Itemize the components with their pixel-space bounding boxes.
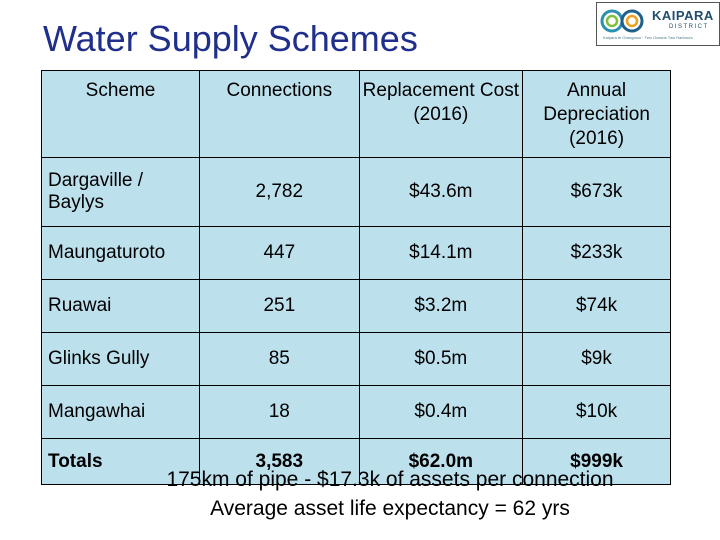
totals-depreciation: $999k (522, 438, 671, 485)
connections-cell: 85 (199, 332, 360, 386)
connections-cell: 18 (199, 385, 360, 439)
connections-cell: 2,782 (199, 157, 360, 227)
table-header-row: Scheme Connections Replacement Cost (201… (40, 70, 671, 158)
table-row: Dargaville / Baylys 2,782 $43.6m $673k (40, 157, 671, 227)
logo-brand: KAIPARA (652, 8, 714, 23)
header-connections: Connections (199, 70, 360, 158)
depreciation-cell: $74k (522, 279, 671, 333)
table-row: Maungaturoto 447 $14.1m $233k (40, 226, 671, 280)
kaipara-logo: KAIPARA DISTRICT Kaipara te Oranganui · … (596, 2, 720, 46)
logo-sub: DISTRICT (669, 24, 709, 30)
totals-row: Totals 3,583 $62.0m $999k (40, 438, 671, 485)
totals-label: Totals (40, 438, 201, 485)
scheme-name: Maungaturoto (40, 226, 201, 280)
replacement-cell: $0.4m (358, 385, 524, 439)
swirl-icon (600, 9, 644, 33)
table-row: Mangawhai 18 $0.4m $10k (40, 385, 671, 439)
header-annual-depreciation: Annual Depreciation (2016) (522, 70, 671, 158)
scheme-name: Ruawai (40, 279, 201, 333)
logo-tagline: Kaipara te Oranganui · Two Oceans Two Ha… (603, 35, 693, 40)
depreciation-cell: $10k (522, 385, 671, 439)
replacement-cell: $0.5m (358, 332, 524, 386)
connections-cell: 447 (199, 226, 360, 280)
scheme-name: Glinks Gully (40, 332, 201, 386)
replacement-cell: $43.6m (358, 157, 524, 227)
footer-line-pipe: 175km of pipe - $17.3k of assets per con… (166, 468, 614, 491)
scheme-name: Dargaville / Baylys (40, 157, 201, 227)
depreciation-cell: $233k (522, 226, 671, 280)
scheme-name: Mangawhai (40, 385, 201, 439)
page-title: Water Supply Schemes (43, 18, 418, 59)
table-row: Ruawai 251 $3.2m $74k (40, 279, 671, 333)
table-row: Glinks Gully 85 $0.5m $9k (40, 332, 671, 386)
connections-cell: 251 (199, 279, 360, 333)
schemes-table: Scheme Connections Replacement Cost (201… (40, 70, 671, 485)
depreciation-cell: $673k (522, 157, 671, 227)
replacement-cell: $14.1m (358, 226, 524, 280)
replacement-cell: $3.2m (358, 279, 524, 333)
header-replacement-cost: Replacement Cost (2016) (358, 70, 524, 158)
footer-line-life: Average asset life expectancy = 62 yrs (210, 497, 570, 520)
depreciation-cell: $9k (522, 332, 671, 386)
totals-replacement: $62.0m (358, 438, 524, 485)
header-scheme: Scheme (40, 70, 201, 158)
